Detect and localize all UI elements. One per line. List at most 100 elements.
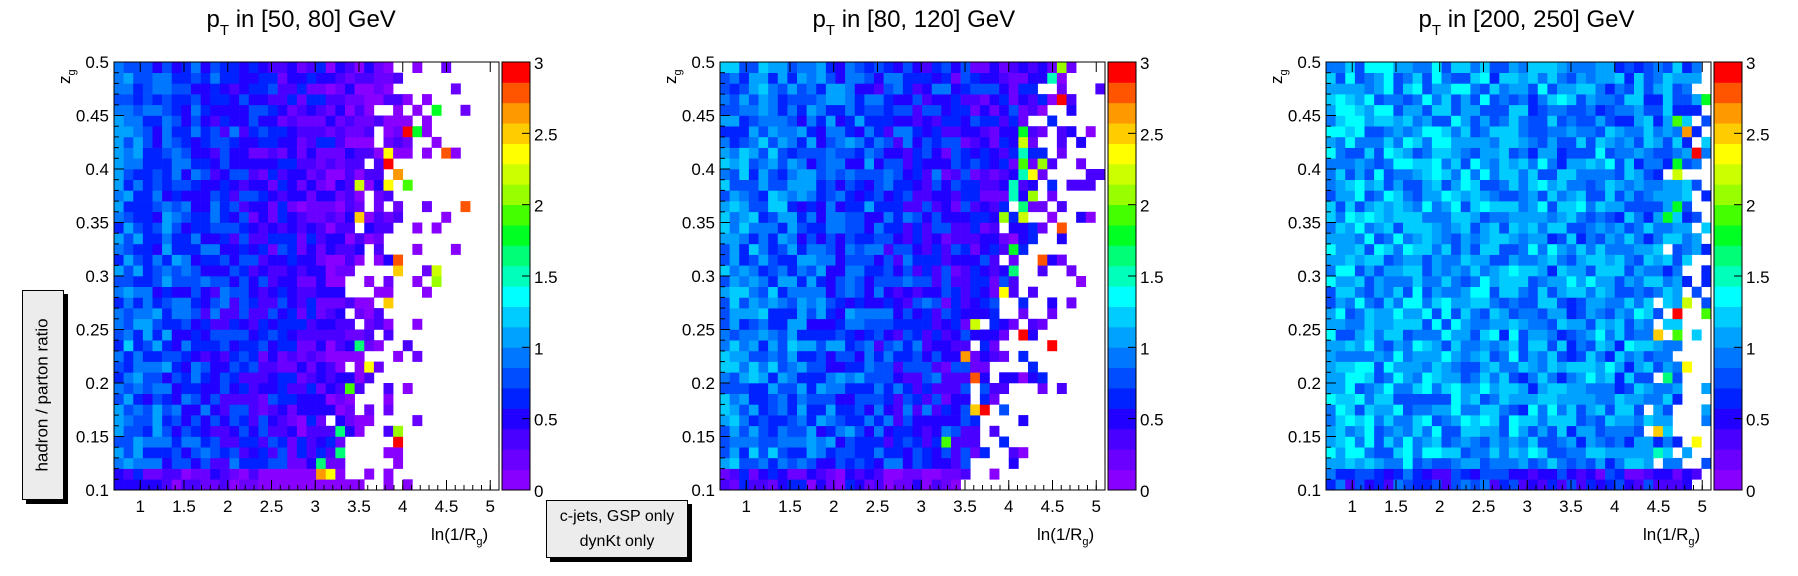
heatmap-cell <box>133 136 144 148</box>
color-scale-swatch <box>1714 469 1742 491</box>
heatmap-cell <box>1037 201 1048 213</box>
heatmap-cell <box>979 201 990 213</box>
heatmap-cell <box>1576 211 1587 223</box>
heatmap-cell <box>979 350 990 362</box>
heatmap-cell <box>114 350 124 362</box>
heatmap-cell <box>748 72 759 84</box>
heatmap-cell <box>1354 425 1365 437</box>
heatmap-cell <box>1595 169 1606 180</box>
heatmap-cell <box>931 115 942 127</box>
heatmap-cell <box>1643 72 1654 84</box>
heatmap-cell <box>1691 62 1702 73</box>
heatmap-cell <box>133 372 144 384</box>
heatmap-cell <box>806 126 817 138</box>
heatmap-cell <box>383 158 394 170</box>
heatmap-cell <box>1374 383 1385 394</box>
heatmap-cell <box>720 425 730 437</box>
heatmap-cell <box>931 479 942 491</box>
heatmap-cell <box>171 62 182 73</box>
heatmap-cell <box>902 158 913 170</box>
heatmap-cell <box>316 350 327 362</box>
heatmap-cell <box>1412 436 1423 448</box>
heatmap-cell <box>1403 222 1413 234</box>
heatmap-cell <box>1634 468 1644 480</box>
heatmap-cell <box>835 243 846 255</box>
heatmap-cell <box>1624 372 1635 384</box>
heatmap-cell <box>979 211 990 223</box>
heatmap-cell <box>1653 233 1664 245</box>
heatmap-cell <box>835 479 846 491</box>
heatmap-cell <box>162 147 173 159</box>
heatmap-cell <box>1480 179 1490 191</box>
heatmap-cell <box>902 243 913 255</box>
heatmap-cell <box>1518 94 1529 106</box>
heatmap-cell <box>1335 222 1346 234</box>
heatmap-cell <box>931 436 942 448</box>
heatmap-cell <box>219 62 230 73</box>
heatmap-cell <box>345 190 355 202</box>
y-tick-label: 0.35 <box>76 214 109 233</box>
heatmap-cell <box>1566 147 1577 159</box>
heatmap-cell <box>1441 318 1452 330</box>
heatmap-cell <box>1672 361 1683 373</box>
heatmap-cell <box>1672 201 1683 213</box>
heatmap-cell <box>729 425 740 437</box>
heatmap-cell <box>1383 265 1394 277</box>
heatmap-cell <box>787 147 798 159</box>
heatmap-cell <box>739 147 750 159</box>
heatmap-cell <box>893 201 904 213</box>
heatmap-cell <box>354 72 365 84</box>
color-scale-swatch <box>502 388 530 409</box>
heatmap-cell <box>816 179 827 191</box>
heatmap-cell <box>1528 83 1539 95</box>
heatmap-cell <box>325 169 336 180</box>
heatmap-cell <box>1557 233 1567 245</box>
heatmap-cell <box>210 104 221 116</box>
heatmap-cell <box>1547 233 1558 245</box>
heatmap-cell <box>999 329 1010 341</box>
heatmap-cell <box>806 243 817 255</box>
heatmap-cell <box>845 276 856 287</box>
heatmap-cell <box>1557 169 1567 180</box>
heatmap-cell <box>1393 286 1404 298</box>
heatmap-cell <box>1605 404 1616 416</box>
heatmap-cell <box>1403 83 1413 95</box>
heatmap-cell <box>1326 372 1336 384</box>
heatmap-cell <box>229 318 240 330</box>
heatmap-cell <box>1393 415 1404 427</box>
heatmap-cell <box>874 329 884 341</box>
heatmap-cell <box>768 318 779 330</box>
heatmap-cell <box>1335 190 1346 202</box>
heatmap-cell <box>883 190 894 202</box>
heatmap-cell <box>393 425 404 437</box>
heatmap-cell <box>816 243 827 255</box>
heatmap-cell <box>239 350 250 362</box>
heatmap-cell <box>210 254 221 266</box>
heatmap-cell <box>1566 425 1577 437</box>
heatmap-cell <box>1672 158 1683 170</box>
x-tick-label: 4.5 <box>435 497 459 516</box>
heatmap-cell <box>335 243 346 255</box>
heatmap-cell <box>1364 147 1375 159</box>
heatmap-cell <box>960 83 971 95</box>
heatmap-cell <box>248 62 259 73</box>
heatmap-cell <box>883 169 894 180</box>
heatmap-cell <box>210 158 221 170</box>
heatmap-cell <box>354 94 365 106</box>
heatmap-cell <box>1499 425 1510 437</box>
heatmap-cell <box>1643 479 1654 491</box>
heatmap-cell <box>835 436 846 448</box>
heatmap-cell <box>1326 297 1336 309</box>
heatmap-cell <box>296 233 307 245</box>
heatmap-cell <box>1393 179 1404 191</box>
heatmap-cell <box>1383 179 1394 191</box>
heatmap-cell <box>912 329 923 341</box>
heatmap-cell <box>1585 190 1596 202</box>
heatmap-cell <box>133 147 144 159</box>
heatmap-cell <box>133 276 144 287</box>
heatmap-cell <box>248 415 259 427</box>
heatmap-cell <box>1653 286 1664 298</box>
heatmap-cell <box>1499 72 1510 84</box>
heatmap-cell <box>162 115 173 127</box>
heatmap-cell <box>758 179 769 191</box>
